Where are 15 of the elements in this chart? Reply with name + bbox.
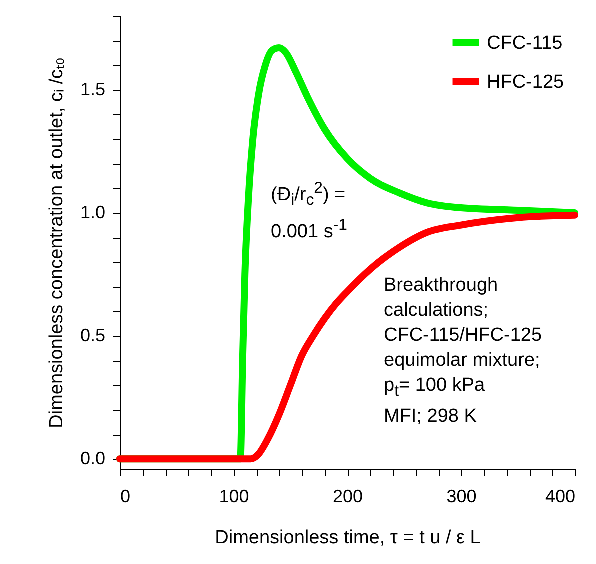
x-tick-label: 300 (446, 486, 477, 506)
legend-label: HFC-125 (487, 72, 564, 93)
x-tick-label: 0 (120, 486, 131, 506)
y-axis-title: Dimensionless concentration at outlet, cᵢ /cₜ₀ (46, 58, 68, 428)
legend-label: CFC-115 (487, 33, 563, 54)
annotation: Breakthrough calculations; CFC-115/HFC-125 equimolar mixture; p$_{t}$= 100 kPa MFI; 298 K (384, 274, 542, 429)
x-tick-label: 100 (219, 486, 250, 506)
x-axis-title: Dimensionless time, τ = t u / ε L (215, 528, 481, 548)
y-tick-label: 1.0 (80, 202, 106, 222)
y-tick-label: 0.5 (80, 326, 106, 346)
y-tick-label: 1.5 (80, 79, 106, 100)
annotation: (Đ$_{i}$/r$_{c}$$^{2}$) = 0.001 s$^{-1}$ (271, 179, 348, 244)
x-tick-label: 200 (332, 486, 364, 506)
y-tick-label: 0.0 (80, 448, 106, 469)
x-tick-label: 400 (545, 486, 576, 506)
